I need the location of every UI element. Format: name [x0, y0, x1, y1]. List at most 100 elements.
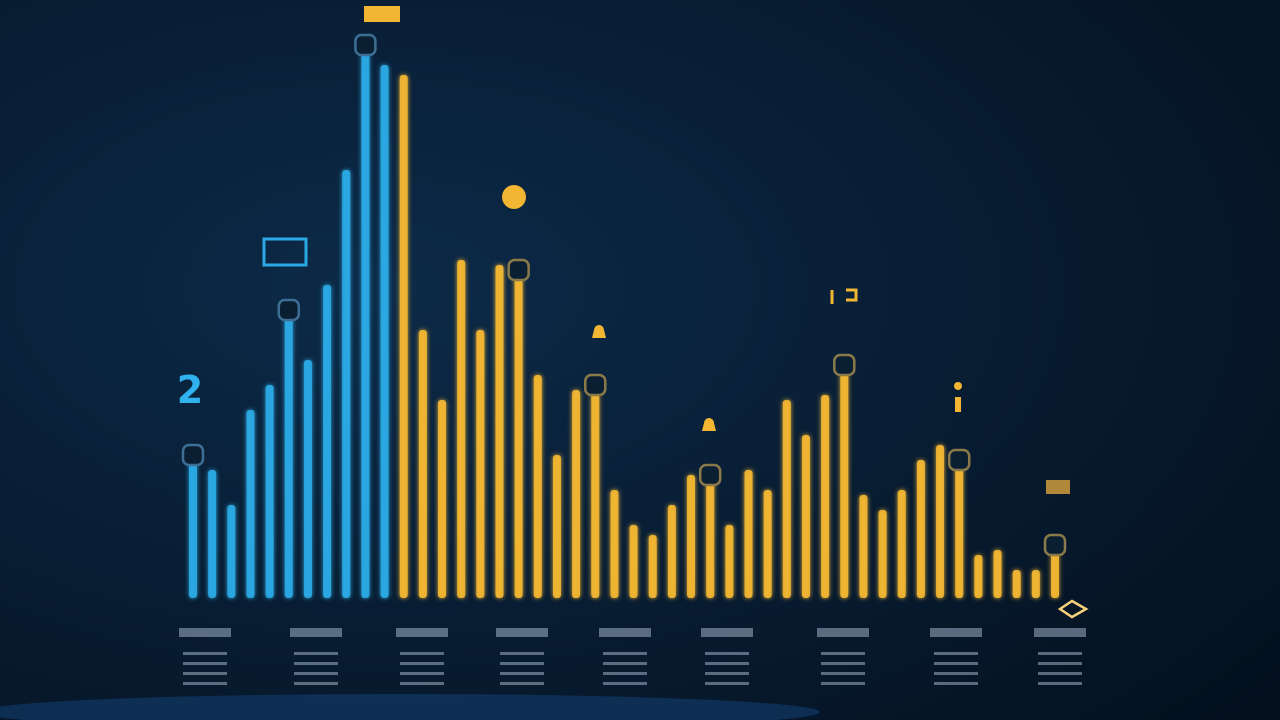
label-placeholder [934, 652, 978, 655]
label-placeholder [603, 662, 647, 665]
label-placeholder [290, 628, 342, 637]
icon [262, 237, 308, 267]
label-placeholder [294, 672, 338, 675]
label-placeholder [1038, 682, 1082, 685]
bar [246, 410, 255, 598]
label-placeholder [1038, 672, 1082, 675]
label-placeholder [183, 662, 227, 665]
icon [702, 418, 716, 431]
bar [438, 400, 447, 598]
bar [916, 460, 925, 598]
label-placeholder [603, 672, 647, 675]
annotation: 2 [177, 368, 203, 412]
icon [1046, 480, 1070, 494]
bar [591, 385, 600, 598]
floor-glow [0, 694, 820, 720]
marker [1043, 533, 1067, 557]
bar [361, 45, 370, 598]
marker [833, 353, 856, 377]
bar [801, 435, 810, 598]
label-placeholder [705, 662, 749, 665]
bar [476, 330, 485, 598]
label-placeholder [183, 682, 227, 685]
bar [782, 400, 791, 598]
bar [418, 330, 427, 598]
bar [955, 460, 964, 598]
label-placeholder [183, 672, 227, 675]
label-placeholder [400, 662, 444, 665]
label-placeholder [934, 672, 978, 675]
label-placeholder [294, 682, 338, 685]
bar [323, 285, 332, 598]
bar [878, 510, 887, 598]
label-placeholder [294, 652, 338, 655]
bar [725, 525, 734, 598]
icon [364, 6, 400, 22]
label-placeholder [396, 628, 448, 637]
label-placeholder [1038, 652, 1082, 655]
bar [610, 490, 619, 598]
bar [457, 260, 466, 598]
bar [380, 65, 389, 598]
bar [533, 375, 542, 598]
label-placeholder [603, 652, 647, 655]
bar [303, 360, 312, 598]
icon [830, 288, 858, 304]
label-placeholder [599, 628, 651, 637]
label-placeholder [603, 682, 647, 685]
label-placeholder [705, 682, 749, 685]
icon [502, 185, 526, 209]
label-placeholder [496, 628, 548, 637]
bar [399, 75, 408, 598]
bar [667, 505, 676, 598]
label-placeholder [817, 628, 869, 637]
label-placeholder [821, 652, 865, 655]
marker [698, 463, 722, 487]
label-placeholder [500, 652, 544, 655]
label-placeholder [179, 628, 231, 637]
bar [821, 395, 830, 598]
bar [763, 490, 772, 598]
marker [181, 443, 205, 467]
bar [1031, 570, 1040, 598]
bar [284, 310, 293, 598]
label-placeholder [1034, 628, 1086, 637]
bar [514, 270, 523, 598]
bar [572, 390, 581, 598]
label-placeholder [183, 652, 227, 655]
bar [552, 455, 561, 598]
axis-arrow [1057, 599, 1089, 619]
bar [706, 475, 715, 598]
label-placeholder [821, 682, 865, 685]
label-placeholder [934, 662, 978, 665]
label-placeholder [294, 662, 338, 665]
bar [208, 470, 217, 598]
marker [507, 258, 530, 282]
icons [262, 6, 1070, 494]
bar [265, 385, 274, 598]
marker [584, 373, 607, 397]
marker [354, 33, 377, 57]
bar [859, 495, 868, 598]
label-placeholder [930, 628, 982, 637]
label-placeholder [705, 672, 749, 675]
label-placeholder [821, 662, 865, 665]
label-placeholder [934, 682, 978, 685]
bar [687, 475, 696, 598]
bar [648, 535, 657, 598]
bar [342, 170, 351, 598]
bar [629, 525, 638, 598]
icon [592, 325, 606, 338]
bar [993, 550, 1002, 598]
icon [955, 397, 961, 412]
label-placeholder [400, 672, 444, 675]
bar [936, 445, 945, 598]
bars [189, 45, 1059, 598]
icon [954, 382, 962, 390]
label-placeholder [500, 682, 544, 685]
bar [840, 365, 849, 598]
label-placeholder [400, 652, 444, 655]
label-placeholder [821, 672, 865, 675]
